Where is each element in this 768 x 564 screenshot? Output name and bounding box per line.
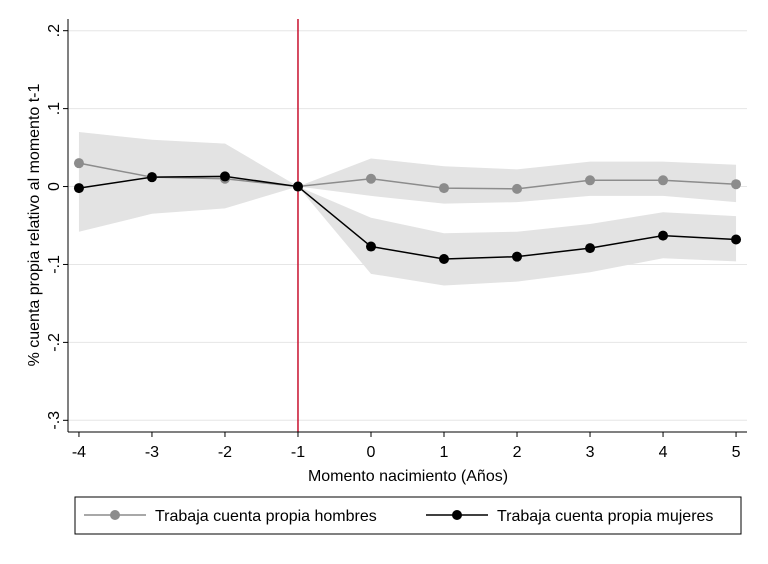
y-tick-label-2: 0 <box>46 182 63 191</box>
data-point-series-1-0 <box>73 183 84 194</box>
legend-label-mujeres: Trabaja cuenta propia mujeres <box>497 508 713 525</box>
x-tick-label-3: -1 <box>291 444 305 461</box>
legend-label-hombres: Trabaja cuenta propia hombres <box>155 508 377 525</box>
x-tick-label-2: -2 <box>218 444 232 461</box>
x-tick-label-9: 5 <box>732 444 741 461</box>
series-lines <box>78 162 737 260</box>
x-tick-label-0: -4 <box>72 444 86 461</box>
series-line-0 <box>78 162 737 190</box>
series-line-1 <box>78 175 737 260</box>
data-point-series-1-9 <box>731 234 742 245</box>
confidence-bands <box>78 131 737 286</box>
x-tick-label-5: 1 <box>440 444 449 461</box>
data-point-series-1-8 <box>658 230 669 241</box>
data-point-series-1-3 <box>292 181 303 192</box>
data-point-series-0-4 <box>365 173 376 184</box>
x-tick-label-8: 4 <box>659 444 668 461</box>
y-tick-label-0: .2 <box>46 24 63 37</box>
data-point-series-0-5 <box>439 183 450 194</box>
y-tick-label-5: -.3 <box>46 411 63 430</box>
y-tick-label-3: -.1 <box>46 255 63 274</box>
y-tick-label-1: .1 <box>46 102 63 115</box>
data-point-series-0-0 <box>73 158 84 169</box>
legend-box <box>74 496 742 535</box>
legend-marker-mujeres <box>452 510 462 520</box>
data-point-series-1-2 <box>219 171 230 182</box>
data-point-series-0-7 <box>585 175 596 186</box>
ci-band-series-1 <box>78 141 737 286</box>
x-tick-label-4: 0 <box>367 444 376 461</box>
data-point-series-1-1 <box>146 172 157 183</box>
y-axis-title: % cuenta propia relativo al momento t-1 <box>26 83 43 366</box>
data-point-series-1-4 <box>365 241 376 252</box>
data-point-series-1-5 <box>439 254 450 265</box>
data-point-series-0-9 <box>731 179 742 190</box>
series-points <box>73 158 742 265</box>
data-point-series-1-6 <box>512 251 523 262</box>
legend: Trabaja cuenta propia hombres Trabaja cu… <box>74 496 742 535</box>
data-point-series-0-8 <box>658 175 669 186</box>
data-point-series-0-6 <box>512 183 523 194</box>
legend-marker-hombres <box>110 510 120 520</box>
data-point-series-1-7 <box>585 243 596 254</box>
x-tick-label-1: -3 <box>145 444 159 461</box>
axes: .2 .1 0 -.1 -.2 -.3 -4 -3 -2 -1 0 1 2 3 4 5 <box>46 19 747 461</box>
x-axis-title: Momento nacimiento (Años) <box>308 468 508 485</box>
x-tick-label-6: 2 <box>513 444 522 461</box>
x-tick-label-7: 3 <box>586 444 595 461</box>
y-tick-label-4: -.2 <box>46 333 63 352</box>
